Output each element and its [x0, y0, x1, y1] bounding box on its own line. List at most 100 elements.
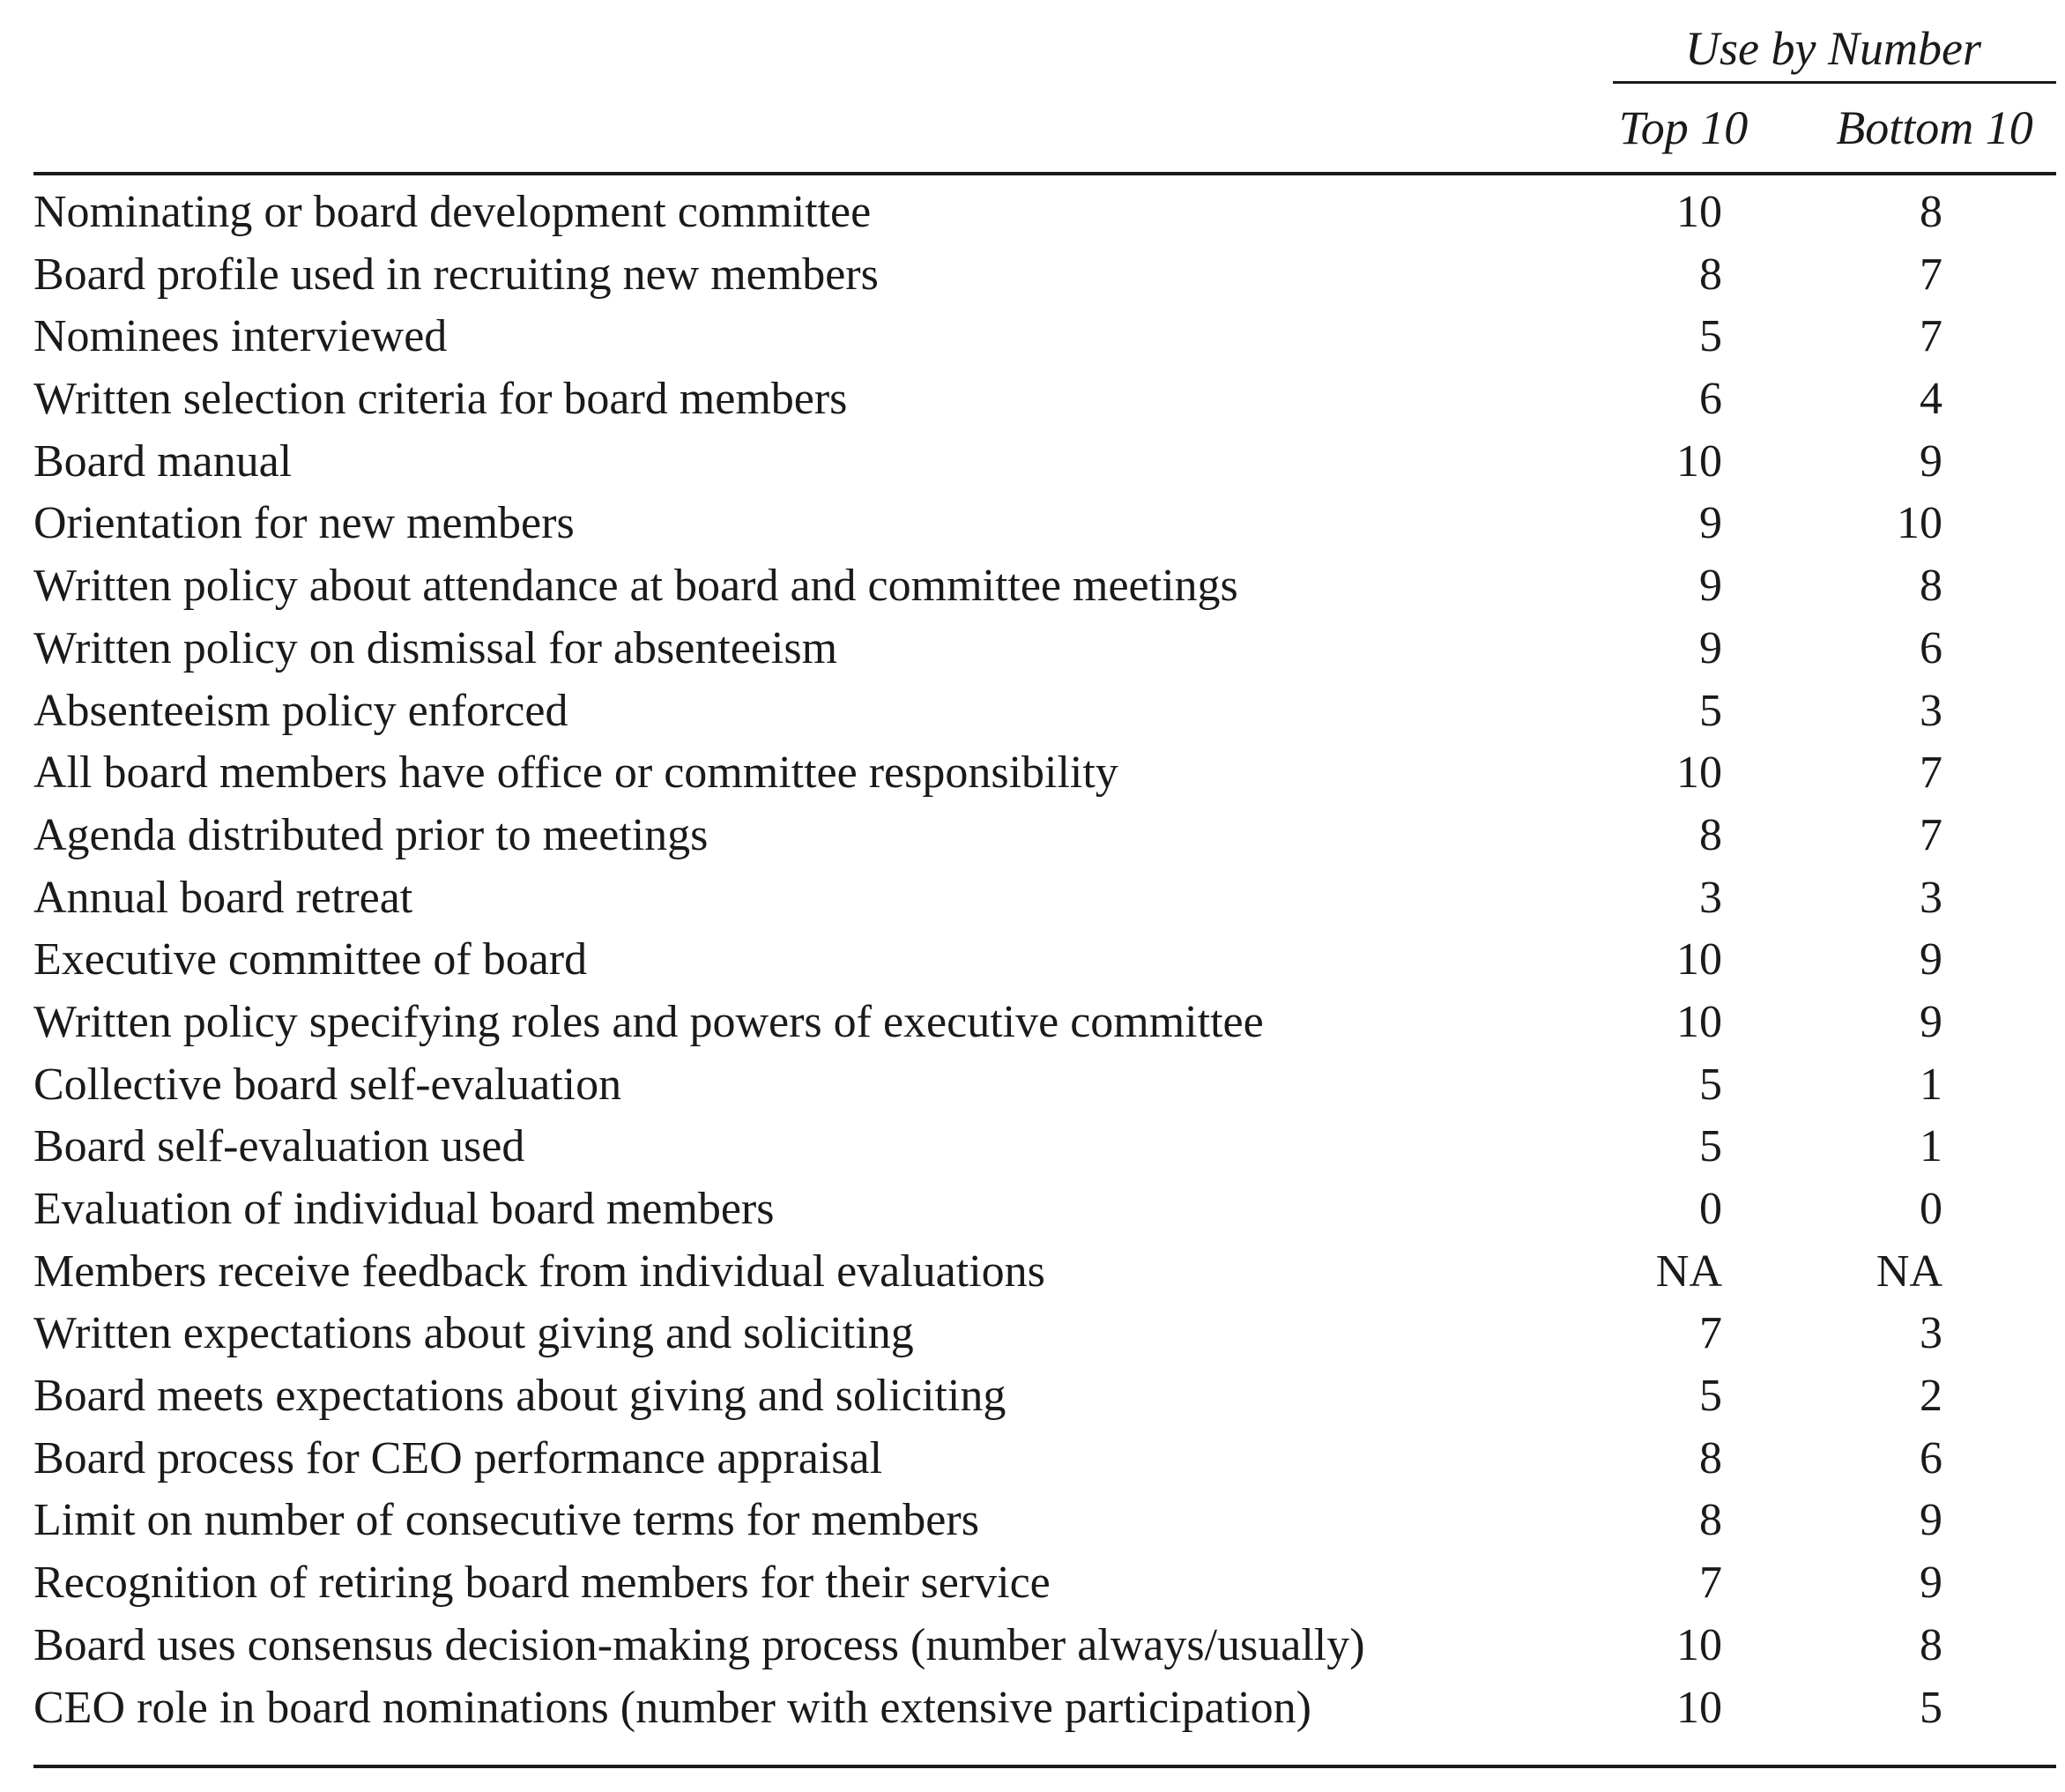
table-row: Board profile used in recruiting new mem…: [0, 244, 2065, 307]
row-label: Collective board self-evaluation: [33, 1059, 622, 1110]
top-10-value: 10: [1676, 187, 1722, 237]
bottom-10-value: 7: [1920, 809, 1942, 860]
top-10-value: 8: [1699, 1495, 1722, 1546]
table-row: Written policy about attendance at board…: [0, 555, 2065, 618]
table-body: Nominating or board development committe…: [0, 182, 2065, 1739]
bottom-10-value: 7: [1920, 747, 1942, 799]
top-10-value: 10: [1676, 1682, 1722, 1733]
bottom-10-value: 1: [1920, 1121, 1942, 1172]
bottom-10-value: 3: [1920, 685, 1942, 736]
bottom-10-value: 8: [1920, 187, 1942, 237]
table-row: Board manual 10 9: [0, 431, 2065, 494]
table-row: Board meets expectations about giving an…: [0, 1365, 2065, 1428]
bottom-10-value: 4: [1920, 374, 1942, 425]
table-row: Board uses consensus decision-making pro…: [0, 1615, 2065, 1677]
table-row: Nominees interviewed 5 7: [0, 306, 2065, 368]
table-row: Nominating or board development committe…: [0, 182, 2065, 244]
table-row: Limit on number of consecutive terms for…: [0, 1490, 2065, 1552]
table-row: Absenteeism policy enforced 5 3: [0, 680, 2065, 743]
bottom-10-value: 6: [1920, 1432, 1942, 1483]
bottom-10-value: 1: [1920, 1059, 1942, 1110]
column-header-bottom-10: Bottom 10: [1836, 101, 2033, 154]
top-10-value: 6: [1699, 374, 1722, 425]
row-label: Nominees interviewed: [33, 311, 448, 362]
table-row: CEO role in board nominations (number wi…: [0, 1677, 2065, 1740]
top-10-value: 8: [1699, 1432, 1722, 1483]
top-10-value: 10: [1676, 1619, 1722, 1670]
bottom-10-value: 2: [1920, 1371, 1942, 1422]
row-label: Board self-evaluation used: [33, 1121, 525, 1172]
row-label: Written policy specifying roles and powe…: [33, 996, 1264, 1047]
top-10-value: 10: [1676, 435, 1722, 487]
top-10-value: NA: [1655, 1245, 1722, 1297]
row-label: Limit on number of consecutive terms for…: [33, 1495, 979, 1546]
row-label: Written policy about attendance at board…: [33, 561, 1238, 612]
top-10-value: 10: [1676, 996, 1722, 1047]
table-row: Executive committee of board 10 9: [0, 929, 2065, 992]
bottom-10-value: 9: [1920, 1495, 1942, 1546]
row-label: Evaluation of individual board members: [33, 1184, 775, 1234]
top-10-value: 5: [1699, 1059, 1722, 1110]
table-row: Written policy on dismissal for absentee…: [0, 618, 2065, 680]
top-10-value: 9: [1699, 622, 1722, 673]
bottom-10-value: 8: [1920, 1619, 1942, 1670]
table-row: Evaluation of individual board members 0 0: [0, 1179, 2065, 1241]
top-10-value: 7: [1699, 1308, 1722, 1359]
top-10-value: 5: [1699, 311, 1722, 362]
table-bottom-rule: [33, 1765, 2056, 1768]
row-label: Nominating or board development committe…: [33, 187, 872, 237]
table-row: Members receive feedback from individual…: [0, 1241, 2065, 1304]
table-row: Board self-evaluation used 5 1: [0, 1116, 2065, 1179]
top-10-value: 9: [1699, 561, 1722, 612]
table-row: Orientation for new members 9 10: [0, 493, 2065, 555]
top-10-value: 0: [1699, 1184, 1722, 1234]
row-label: Board uses consensus decision-making pro…: [33, 1619, 1365, 1670]
row-label: Orientation for new members: [33, 498, 575, 549]
row-label: Annual board retreat: [33, 872, 413, 923]
row-label: Board manual: [33, 435, 293, 487]
table-row: Board process for CEO performance apprai…: [0, 1428, 2065, 1491]
table-row: Written selection criteria for board mem…: [0, 368, 2065, 431]
bottom-10-value: 9: [1920, 435, 1942, 487]
table-row: Annual board retreat 3 3: [0, 867, 2065, 930]
row-label: CEO role in board nominations (number wi…: [33, 1682, 1311, 1733]
top-10-value: 7: [1699, 1558, 1722, 1609]
bottom-10-value: 7: [1920, 311, 1942, 362]
row-label: Board profile used in recruiting new mem…: [33, 249, 879, 300]
row-label: Executive committee of board: [33, 934, 588, 985]
top-10-value: 10: [1676, 747, 1722, 799]
bottom-10-value: 7: [1920, 249, 1942, 300]
top-10-value: 8: [1699, 809, 1722, 860]
table-row: Collective board self-evaluation 5 1: [0, 1054, 2065, 1117]
row-label: Written selection criteria for board mem…: [33, 374, 848, 425]
bottom-10-value: 5: [1920, 1682, 1942, 1733]
row-label: Board process for CEO performance apprai…: [33, 1432, 883, 1483]
top-10-value: 5: [1699, 1371, 1722, 1422]
bottom-10-value: 9: [1920, 1558, 1942, 1609]
bottom-10-value: 8: [1920, 561, 1942, 612]
row-label: Written expectations about giving and so…: [33, 1308, 914, 1359]
table-top-rule: [33, 172, 2056, 175]
table-row: All board members have office or committ…: [0, 742, 2065, 805]
table-row: Written policy specifying roles and powe…: [0, 992, 2065, 1054]
row-label: Board meets expectations about giving an…: [33, 1371, 1007, 1422]
table-row: Recognition of retiring board members fo…: [0, 1552, 2065, 1615]
top-10-value: 5: [1699, 685, 1722, 736]
table-row: Agenda distributed prior to meetings 8 7: [0, 805, 2065, 867]
top-10-value: 5: [1699, 1121, 1722, 1172]
top-10-value: 9: [1699, 498, 1722, 549]
column-header-top-10: Top 10: [1618, 101, 1749, 154]
group-header-rule: [1613, 81, 2056, 84]
row-label: Absenteeism policy enforced: [33, 685, 568, 736]
top-10-value: 8: [1699, 249, 1722, 300]
bottom-10-value: 3: [1920, 1308, 1942, 1359]
row-label: Agenda distributed prior to meetings: [33, 809, 709, 860]
row-label: Members receive feedback from individual…: [33, 1245, 1045, 1297]
top-10-value: 10: [1676, 934, 1722, 985]
table-row: Written expectations about giving and so…: [0, 1303, 2065, 1365]
row-label: Recognition of retiring board members fo…: [33, 1558, 1051, 1609]
bottom-10-value: 6: [1920, 622, 1942, 673]
row-label: Written policy on dismissal for absentee…: [33, 622, 838, 673]
bottom-10-value: NA: [1876, 1245, 1942, 1297]
